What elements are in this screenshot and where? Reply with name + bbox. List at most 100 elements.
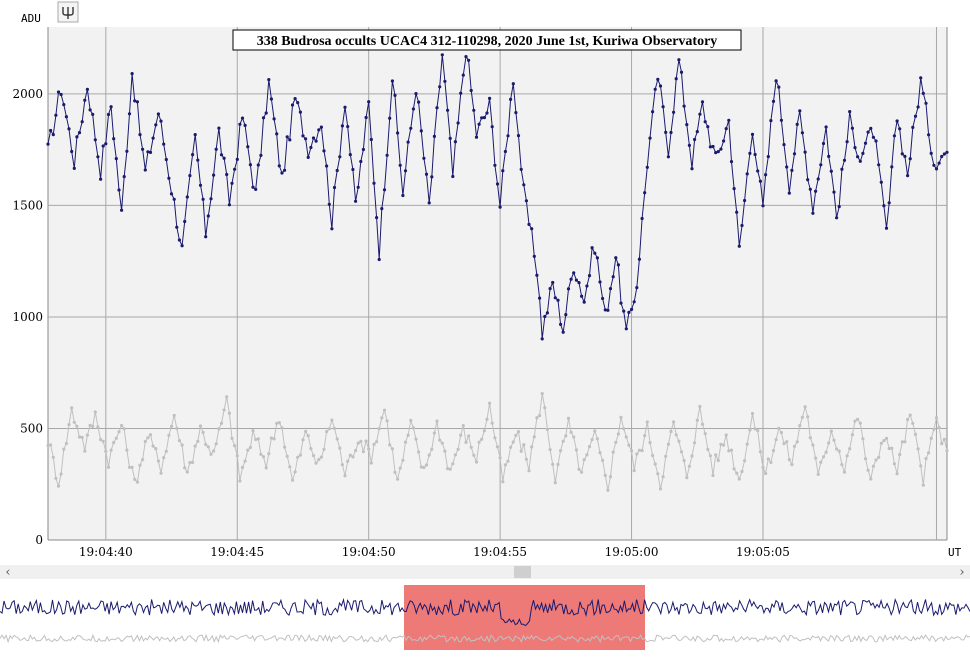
data-point: [808, 436, 812, 440]
data-point: [51, 455, 55, 459]
data-point: [622, 309, 626, 313]
data-point: [309, 447, 313, 451]
data-point: [630, 449, 634, 453]
data-point: [919, 76, 923, 80]
data-point: [787, 191, 791, 195]
data-point: [740, 223, 744, 228]
data-point: [175, 225, 179, 229]
data-point: [645, 165, 649, 169]
data-point: [169, 424, 174, 428]
data-point: [700, 100, 705, 104]
data-point: [64, 441, 68, 446]
data-point: [359, 159, 363, 164]
data-point: [582, 458, 586, 462]
data-point: [62, 103, 66, 107]
data-point: [771, 449, 776, 453]
overview-series: [0, 597, 970, 644]
data-point: [167, 433, 171, 437]
data-point: [338, 446, 342, 450]
scroll-left-arrow[interactable]: ‹: [5, 565, 10, 580]
data-point: [774, 79, 778, 83]
data-point: [175, 426, 179, 430]
data-point: [380, 207, 384, 211]
data-point: [593, 251, 597, 255]
data-point: [887, 201, 891, 205]
data-point: [693, 441, 697, 445]
data-point: [417, 450, 421, 454]
data-point: [88, 423, 92, 427]
data-point: [91, 112, 95, 116]
data-point: [290, 478, 295, 482]
data-point: [104, 142, 108, 146]
data-point: [219, 153, 224, 157]
data-point: [141, 147, 145, 151]
data-point: [840, 463, 844, 467]
data-point: [96, 155, 100, 159]
data-point: [627, 310, 631, 314]
data-point: [409, 126, 413, 130]
data-point: [283, 445, 287, 449]
data-point: [798, 109, 802, 113]
data-point: [348, 453, 352, 457]
data-point: [819, 460, 823, 464]
data-point: [204, 235, 208, 239]
data-point: [645, 420, 649, 424]
data-point: [806, 178, 810, 182]
data-point: [693, 137, 697, 142]
data-point: [756, 429, 760, 433]
scrollbar-thumb[interactable]: [514, 566, 531, 578]
data-point: [603, 473, 607, 477]
data-point: [632, 469, 636, 473]
data-point: [354, 448, 358, 453]
data-point: [367, 100, 371, 104]
data-point: [716, 458, 720, 463]
data-point: [800, 415, 805, 419]
data-point: [440, 441, 444, 445]
data-point: [127, 112, 132, 116]
data-point: [940, 154, 944, 159]
data-point: [906, 174, 910, 178]
data-point: [695, 418, 699, 422]
data-point: [314, 139, 318, 143]
data-point: [233, 444, 237, 448]
data-point: [382, 408, 387, 412]
data-point: [133, 477, 137, 481]
tool-button[interactable]: [57, 1, 79, 23]
data-point: [49, 128, 53, 133]
data-point: [916, 447, 920, 451]
data-point: [85, 433, 89, 437]
data-point: [122, 175, 126, 179]
data-point: [556, 462, 560, 467]
scrollbar-track[interactable]: [0, 565, 970, 579]
data-point: [193, 133, 197, 137]
data-point: [706, 125, 710, 129]
data-point: [861, 151, 865, 155]
data-point: [235, 157, 239, 161]
data-point: [240, 465, 245, 469]
data-point: [819, 163, 823, 167]
data-point: [545, 427, 550, 431]
grid-lines: [48, 27, 947, 540]
data-point: [99, 438, 103, 442]
data-point: [777, 426, 781, 430]
data-point: [482, 116, 486, 120]
data-point: [332, 185, 337, 190]
overview-selection[interactable]: [404, 585, 645, 650]
data-point: [488, 401, 492, 405]
data-point: [151, 136, 155, 140]
data-point: [364, 115, 368, 120]
data-point: [616, 432, 621, 436]
data-point: [808, 187, 812, 191]
data-point: [511, 440, 515, 444]
data-point: [798, 424, 802, 428]
data-point: [59, 472, 63, 476]
data-point: [569, 277, 573, 281]
data-point: [348, 153, 352, 157]
data-point: [104, 449, 108, 453]
scroll-right-arrow[interactable]: ›: [959, 565, 964, 580]
data-point: [472, 108, 476, 112]
data-point: [238, 122, 242, 126]
data-point: [903, 440, 907, 444]
data-point: [435, 106, 439, 110]
